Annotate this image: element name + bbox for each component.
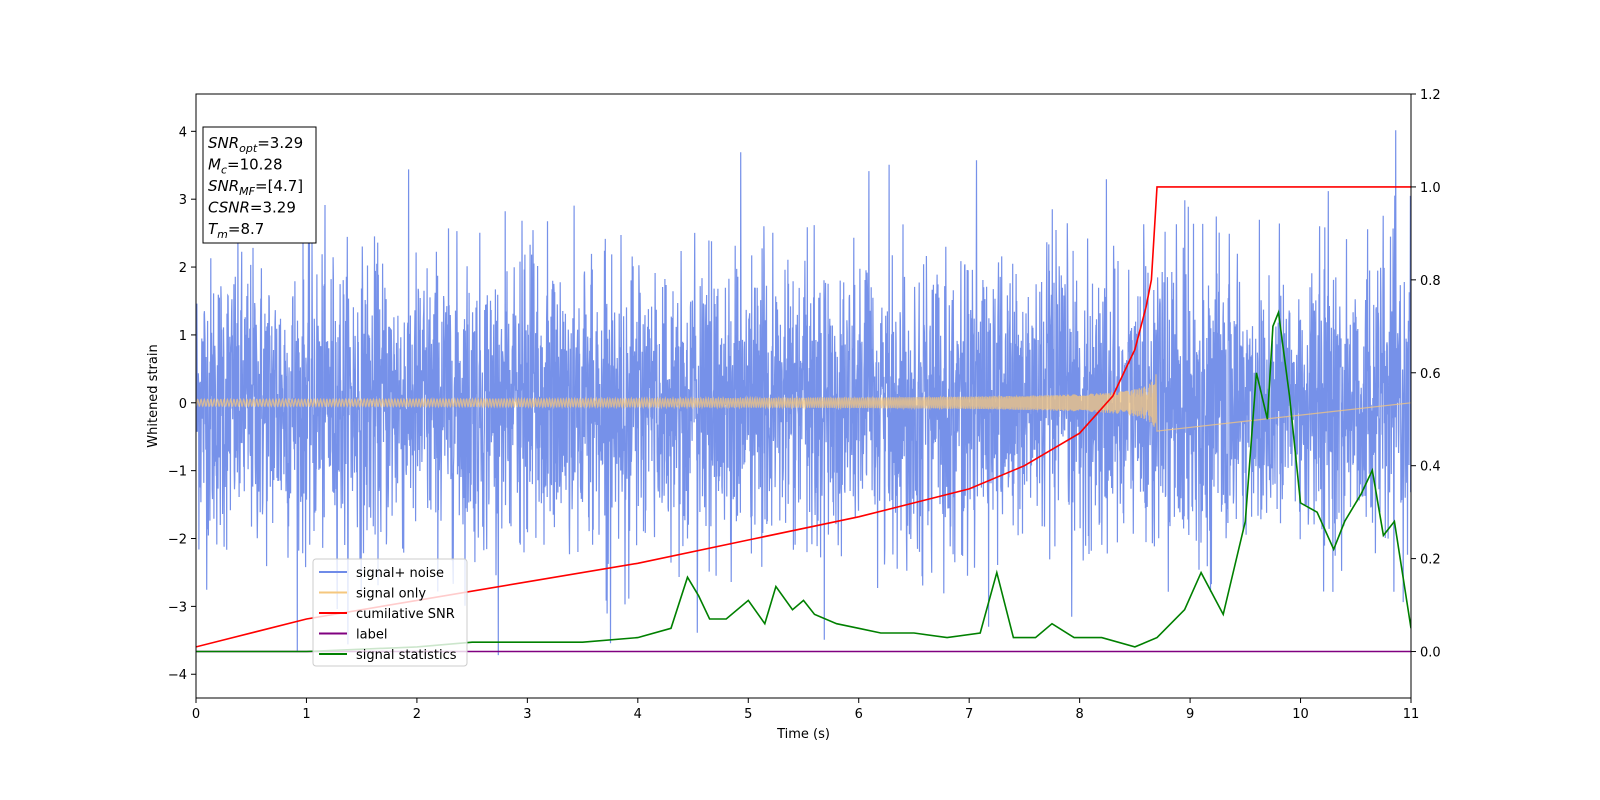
y-right-tick-label: 1.2 [1420,88,1441,103]
x-tick-label: 6 [855,707,863,722]
axis-ticks: 0 1 2 3 4 5 6 7 8 9 10 11 −4 −3 −2 −1 0 1 2 3 4 0.0 0.2 0.4 0.6 0… [168,88,1441,722]
legend-label: signal+ noise [356,566,444,581]
x-tick-label: 3 [523,707,531,722]
plot-frame [195,93,1412,699]
x-axis-label: Time (s) [776,727,830,742]
legend-frame [312,558,468,667]
y-right-tick-label: 0.4 [1420,460,1441,475]
x-tick-label: 11 [1403,707,1420,722]
y-right-tick-label: 0.6 [1420,367,1441,382]
legend-label: cumilative SNR [356,607,455,622]
info-line: SNRopt=3.29 [208,134,303,155]
y-right-tick-label: 0.0 [1420,646,1441,661]
info-line: SNRMF=[4.7] [208,177,303,198]
legend-label: signal only [356,587,426,602]
y-right-tick-label: 0.2 [1420,553,1441,568]
info-box-frame [202,126,317,244]
y-left-tick-label: 2 [179,261,187,276]
x-tick-label: 5 [744,707,752,722]
signal-only-line [196,374,1411,432]
cumilative-snr-line [196,186,1411,648]
signal-statistics-line [196,309,1411,653]
y-left-tick-label: 3 [179,193,187,208]
signal-only-series [196,374,1411,432]
y-left-tick-label: −1 [168,465,187,480]
legend-label: label [356,628,387,643]
y-left-tick-label: 1 [179,329,187,344]
y-left-tick-label: 0 [179,397,187,412]
y-right-tick-label: 1.0 [1420,181,1441,196]
x-tick-label: 2 [413,707,421,722]
plot-border [195,93,1412,699]
legend-label: signal statistics [356,648,457,663]
y-left-tick-label: −4 [168,668,187,683]
signal-noise-series [196,130,1411,656]
x-tick-label: 1 [302,707,310,722]
y-right-tick-label: 0.8 [1420,274,1441,289]
y-left-tick-label: −2 [168,533,187,548]
info-line: CSNR=3.29 [208,199,296,217]
y-axis-label-left: Whitened strain [146,344,161,447]
x-tick-label: 9 [1186,707,1194,722]
x-tick-label: 4 [634,707,642,722]
x-tick-label: 10 [1292,707,1309,722]
x-tick-label: 7 [965,707,973,722]
y-left-tick-label: −3 [168,600,187,615]
signal-noise-line [196,130,1411,656]
x-tick-label: 0 [192,707,200,722]
legend: signal+ noise signal only cumilative SNR la… [312,558,468,667]
info-line: Tm=8.7 [208,220,264,241]
info-line: Mc=10.28 [208,156,283,177]
x-tick-label: 8 [1075,707,1083,722]
y-left-tick-label: 4 [179,125,187,140]
